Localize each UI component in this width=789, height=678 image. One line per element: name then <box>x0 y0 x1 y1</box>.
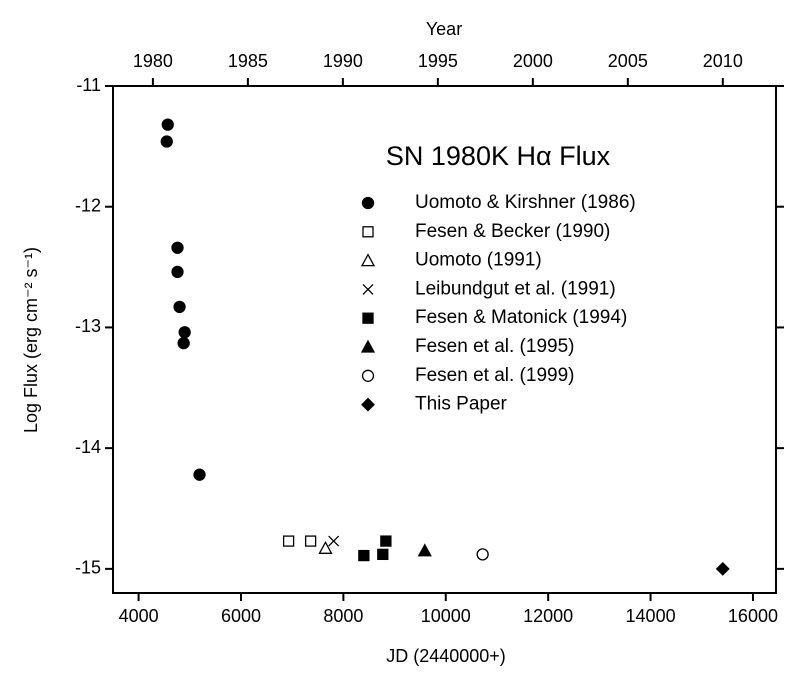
point <box>173 300 186 314</box>
x-tick-label: 6000 <box>221 606 261 626</box>
x-tick-label: 12000 <box>523 606 573 626</box>
x2-tick-label: 1990 <box>323 51 363 71</box>
legend-marker <box>360 253 376 267</box>
point <box>380 535 392 547</box>
legend-label: Uomoto & Kirshner (1986) <box>415 192 636 213</box>
legend-label: Fesen et al. (1999) <box>415 365 574 386</box>
point <box>377 548 389 561</box>
y-tick-label: -13 <box>75 316 101 336</box>
legend-marker <box>360 339 376 353</box>
point <box>161 118 174 131</box>
y-axis-label: Log Flux (erg cm⁻² s⁻¹) <box>21 247 41 433</box>
point <box>476 548 489 561</box>
x2-tick-label: 2010 <box>703 51 743 71</box>
y-tick-label: -15 <box>75 558 101 578</box>
legend-marker <box>361 196 375 210</box>
point <box>193 468 206 481</box>
y-tick-label: -11 <box>76 75 101 95</box>
legend-label: Fesen et al. (1995) <box>415 336 574 357</box>
x2-tick-label: 2000 <box>513 51 553 71</box>
legend-marker <box>361 369 375 382</box>
legend-marker <box>362 226 374 238</box>
x2-tick-label: 2005 <box>608 51 648 71</box>
x-tick-label: 16000 <box>728 606 778 626</box>
x-tick-label: 4000 <box>119 606 159 626</box>
chart-title: SN 1980K Hα Flux <box>386 141 611 171</box>
point <box>358 549 370 562</box>
x-tick-label: 8000 <box>323 606 363 626</box>
legend-marker <box>362 312 374 324</box>
point <box>160 135 173 148</box>
legend-marker <box>362 283 374 295</box>
point <box>171 241 184 254</box>
point <box>304 535 317 547</box>
point <box>282 535 295 547</box>
point <box>171 265 184 279</box>
plot-frame <box>112 85 777 594</box>
y-tick-label: -12 <box>75 195 101 215</box>
point <box>318 540 333 554</box>
x2-tick-label: 1980 <box>133 51 173 71</box>
legend-label: This Paper <box>415 394 508 415</box>
x-axis-label: JD (2440000+) <box>386 646 506 666</box>
x2-tick-label: 1995 <box>418 51 458 71</box>
x2-tick-label: 1985 <box>228 51 268 71</box>
point <box>178 326 191 339</box>
legend-label: Leibundgut et al. (1991) <box>415 278 616 299</box>
point <box>417 543 432 557</box>
legend-label: Uomoto (1991) <box>415 250 542 271</box>
legend-marker <box>361 397 375 412</box>
point <box>177 336 190 350</box>
legend-label: Fesen & Becker (1990) <box>415 221 610 242</box>
y-tick-label: -14 <box>75 437 101 457</box>
x2-axis-label: Year <box>426 19 462 39</box>
x-tick-label: 14000 <box>626 606 676 626</box>
point <box>715 561 730 576</box>
point <box>328 535 340 547</box>
x-tick-label: 10000 <box>421 606 471 626</box>
legend-label: Fesen & Matonick (1994) <box>415 307 627 328</box>
